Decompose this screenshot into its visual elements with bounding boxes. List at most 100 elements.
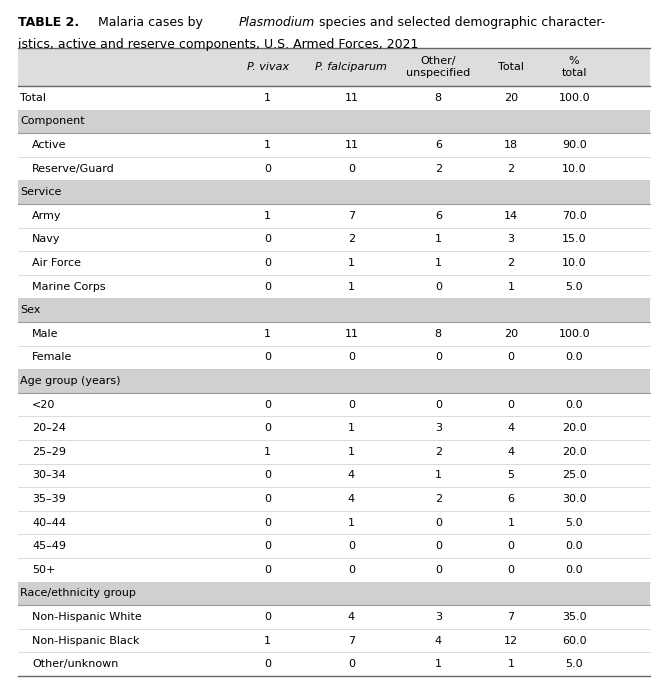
Text: 1: 1 xyxy=(435,258,442,268)
Bar xyxy=(18,346,650,369)
Text: 1: 1 xyxy=(508,518,514,528)
Text: 18: 18 xyxy=(504,140,518,150)
Text: 8: 8 xyxy=(435,329,442,339)
Text: 0.0: 0.0 xyxy=(565,541,583,551)
Text: 1: 1 xyxy=(264,447,271,457)
Text: 14: 14 xyxy=(504,211,518,221)
Text: Non-Hispanic White: Non-Hispanic White xyxy=(32,612,142,622)
Text: Other/unknown: Other/unknown xyxy=(32,659,118,669)
Text: 0: 0 xyxy=(435,352,442,362)
Text: Sex: Sex xyxy=(20,305,40,315)
Text: 11: 11 xyxy=(345,329,358,339)
Text: 1: 1 xyxy=(264,140,271,150)
Text: 1: 1 xyxy=(264,93,271,103)
Bar xyxy=(18,252,650,275)
Text: Non-Hispanic Black: Non-Hispanic Black xyxy=(32,636,140,645)
Text: 0.0: 0.0 xyxy=(565,399,583,410)
Text: Total: Total xyxy=(498,62,524,72)
Bar xyxy=(18,534,650,558)
Text: 100.0: 100.0 xyxy=(558,329,590,339)
Text: 1: 1 xyxy=(348,258,355,268)
Bar xyxy=(18,440,650,464)
Text: 0: 0 xyxy=(435,565,442,575)
Text: 0: 0 xyxy=(348,352,355,362)
Text: Female: Female xyxy=(32,352,72,362)
Text: 0: 0 xyxy=(264,164,271,173)
Text: 30.0: 30.0 xyxy=(562,494,587,504)
Bar xyxy=(18,110,650,133)
Text: 0: 0 xyxy=(264,423,271,433)
Text: 4: 4 xyxy=(348,494,355,504)
Bar xyxy=(18,652,650,676)
Text: 4: 4 xyxy=(348,471,355,480)
Text: Total: Total xyxy=(20,93,46,103)
Bar xyxy=(18,227,650,252)
Text: 0: 0 xyxy=(435,518,442,528)
Text: Malaria cases by: Malaria cases by xyxy=(94,16,206,29)
Text: 1: 1 xyxy=(348,518,355,528)
Text: 100.0: 100.0 xyxy=(558,93,590,103)
Bar xyxy=(18,180,650,204)
Text: 2: 2 xyxy=(435,447,442,457)
Bar xyxy=(18,511,650,534)
Text: 4: 4 xyxy=(348,612,355,622)
Text: 8: 8 xyxy=(435,93,442,103)
Text: 70.0: 70.0 xyxy=(562,211,587,221)
Text: 0: 0 xyxy=(264,612,271,622)
Text: 25–29: 25–29 xyxy=(32,447,66,457)
Text: 20: 20 xyxy=(504,329,518,339)
Bar xyxy=(18,582,650,605)
Text: 20–24: 20–24 xyxy=(32,423,66,433)
Text: 2: 2 xyxy=(435,494,442,504)
Bar xyxy=(18,369,650,392)
Text: 0: 0 xyxy=(348,541,355,551)
Text: 0: 0 xyxy=(264,399,271,410)
Text: 6: 6 xyxy=(435,211,442,221)
Text: %
total: % total xyxy=(561,56,587,78)
Bar xyxy=(18,464,650,487)
Text: Service: Service xyxy=(20,187,61,197)
Text: 1: 1 xyxy=(348,447,355,457)
Text: 0: 0 xyxy=(264,518,271,528)
Text: 1: 1 xyxy=(348,423,355,433)
Text: Plasmodium: Plasmodium xyxy=(238,16,315,29)
Text: 7: 7 xyxy=(348,636,355,645)
Text: 1: 1 xyxy=(508,659,514,669)
Text: Race/ethnicity group: Race/ethnicity group xyxy=(20,589,136,598)
Text: P. vivax: P. vivax xyxy=(246,62,289,72)
Bar xyxy=(18,605,650,629)
Text: 2: 2 xyxy=(508,164,514,173)
Bar xyxy=(18,204,650,227)
Text: 10.0: 10.0 xyxy=(562,164,587,173)
Text: 45–49: 45–49 xyxy=(32,541,66,551)
Bar xyxy=(18,299,650,322)
Text: 35.0: 35.0 xyxy=(562,612,587,622)
Text: Male: Male xyxy=(32,329,59,339)
Text: 1: 1 xyxy=(435,659,442,669)
Text: 20.0: 20.0 xyxy=(562,447,587,457)
Bar xyxy=(18,133,650,157)
Text: 0: 0 xyxy=(264,565,271,575)
Text: 40–44: 40–44 xyxy=(32,518,66,528)
Text: 5: 5 xyxy=(508,471,514,480)
Text: Army: Army xyxy=(32,211,61,221)
Text: <20: <20 xyxy=(32,399,55,410)
Bar xyxy=(18,322,650,346)
Text: 0.0: 0.0 xyxy=(565,565,583,575)
Text: 0: 0 xyxy=(264,471,271,480)
Text: 0: 0 xyxy=(348,164,355,173)
Text: species and selected demographic character-: species and selected demographic charact… xyxy=(315,16,605,29)
Text: 0: 0 xyxy=(508,352,514,362)
Text: Air Force: Air Force xyxy=(32,258,81,268)
Text: 3: 3 xyxy=(435,423,442,433)
Text: 1: 1 xyxy=(435,234,442,245)
Text: 90.0: 90.0 xyxy=(562,140,587,150)
Text: 2: 2 xyxy=(435,164,442,173)
Text: 12: 12 xyxy=(504,636,518,645)
Text: 11: 11 xyxy=(345,93,358,103)
Bar xyxy=(18,629,650,652)
Text: 20.0: 20.0 xyxy=(562,423,587,433)
Text: 2: 2 xyxy=(508,258,514,268)
Text: 0: 0 xyxy=(264,282,271,292)
Text: 3: 3 xyxy=(508,234,514,245)
